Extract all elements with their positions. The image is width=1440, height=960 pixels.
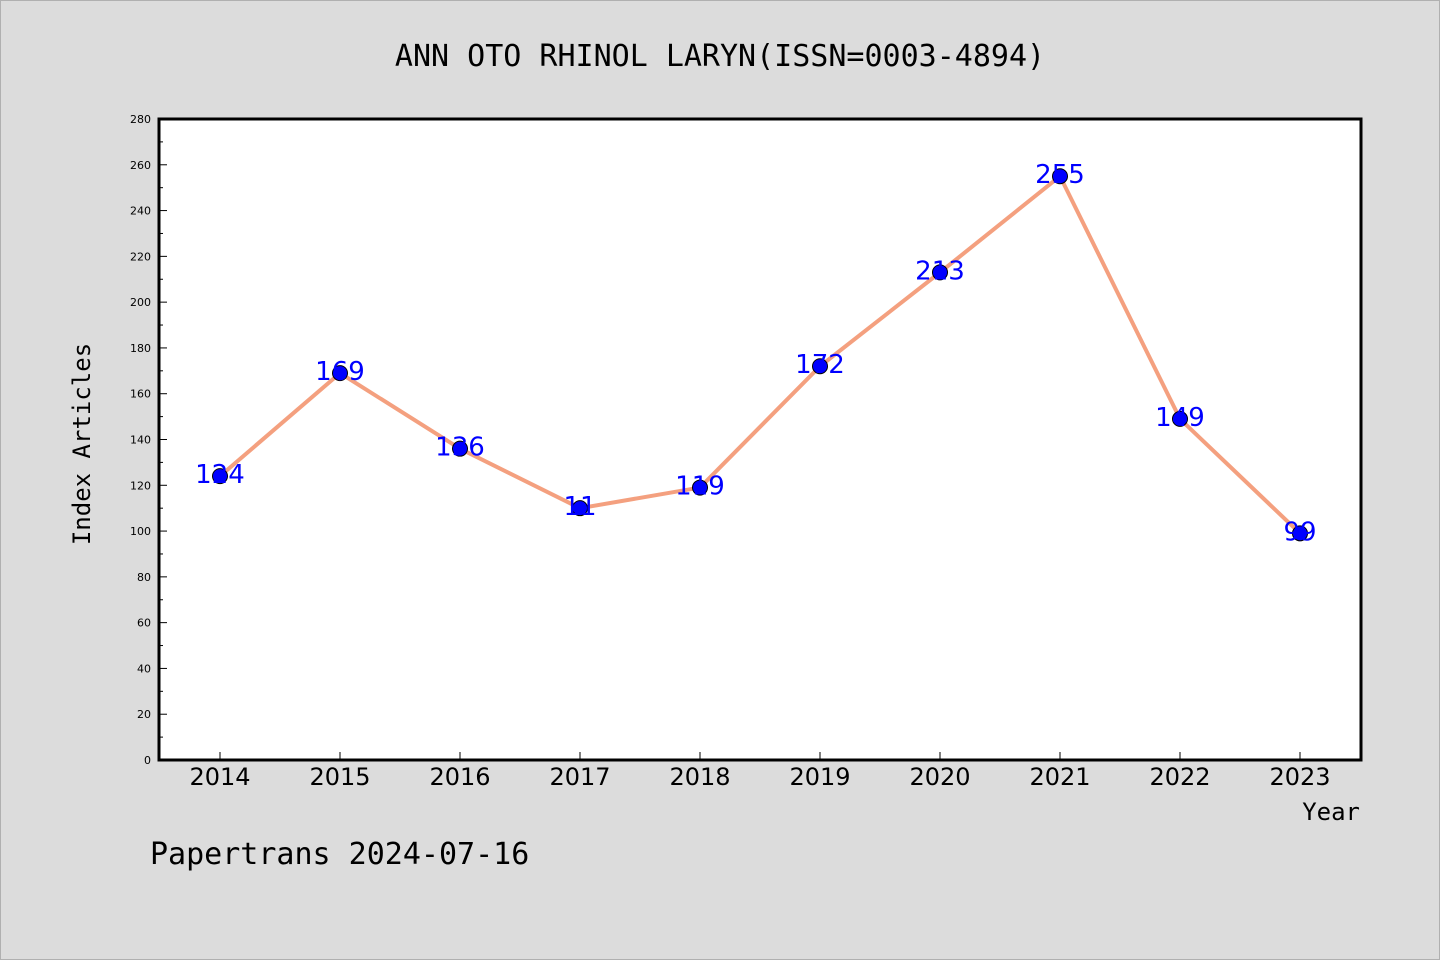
y-tick-label: 80 xyxy=(137,571,151,584)
data-point xyxy=(1172,410,1188,427)
y-tick-label: 60 xyxy=(137,617,151,630)
x-tick-label: 2020 xyxy=(909,763,970,791)
y-axis-label: Index Articles xyxy=(68,343,96,545)
data-point xyxy=(812,358,828,375)
y-tick-label: 200 xyxy=(130,296,151,309)
data-label: 255 xyxy=(1035,160,1085,190)
y-tick-label: 260 xyxy=(130,159,151,172)
plot-area xyxy=(157,117,1363,762)
data-label: 99 xyxy=(1283,517,1316,547)
watermark-text: Papertrans 2024-07-16 xyxy=(150,837,529,872)
data-label: 136 xyxy=(435,433,485,463)
y-tick-label: 140 xyxy=(130,434,151,447)
data-point xyxy=(932,264,948,281)
chart-title: ANN OTO RHINOL LARYN(ISSN=0003-4894) xyxy=(395,39,1045,74)
data-markers xyxy=(212,168,1308,542)
y-tick-label: 120 xyxy=(130,479,151,492)
x-axis: 2014 2015 2016 2017 2018 2019 2020 2021 2022 2023 xyxy=(189,752,1331,791)
data-point xyxy=(1292,525,1308,542)
data-label: 149 xyxy=(1155,403,1205,433)
y-tick-label: 220 xyxy=(130,250,151,263)
series-line xyxy=(218,174,1302,535)
data-point xyxy=(452,440,468,457)
data-point xyxy=(692,479,708,496)
data-point xyxy=(1052,168,1068,185)
x-tick-label: 2016 xyxy=(429,763,490,791)
x-tick-label: 2019 xyxy=(789,763,850,791)
data-labels: 124 169 136 11 119 172 213 255 149 99 xyxy=(195,160,1316,547)
x-tick-label: 2015 xyxy=(309,763,370,791)
y-tick-label: 160 xyxy=(130,388,151,401)
data-point xyxy=(212,468,228,485)
y-tick-label: 40 xyxy=(137,662,151,675)
x-tick-label: 2017 xyxy=(549,763,610,791)
series-line-group xyxy=(218,174,1302,535)
y-axis: 0 20 40 60 80 100 120 140 160 180 200 220 240 260 280 xyxy=(130,113,167,767)
x-axis-label: Year xyxy=(1302,798,1360,826)
data-label: 213 xyxy=(915,256,965,286)
data-label: 11 xyxy=(563,492,596,522)
data-label: 172 xyxy=(795,350,845,380)
y-tick-label: 180 xyxy=(130,342,151,355)
data-label: 169 xyxy=(315,357,365,387)
y-tick-label: 0 xyxy=(144,754,151,767)
x-tick-label: 2022 xyxy=(1149,763,1210,791)
y-tick-label: 100 xyxy=(130,525,151,538)
x-tick-label: 2021 xyxy=(1029,763,1090,791)
data-point xyxy=(572,500,588,517)
x-tick-label: 2018 xyxy=(669,763,730,791)
y-tick-label: 240 xyxy=(130,205,151,218)
data-label: 124 xyxy=(195,460,245,490)
data-label: 119 xyxy=(675,472,725,502)
y-tick-label: 20 xyxy=(137,708,151,721)
x-tick-label: 2014 xyxy=(189,763,250,791)
y-tick-label: 280 xyxy=(130,113,151,126)
data-point xyxy=(332,365,348,382)
x-tick-label: 2023 xyxy=(1269,763,1330,791)
